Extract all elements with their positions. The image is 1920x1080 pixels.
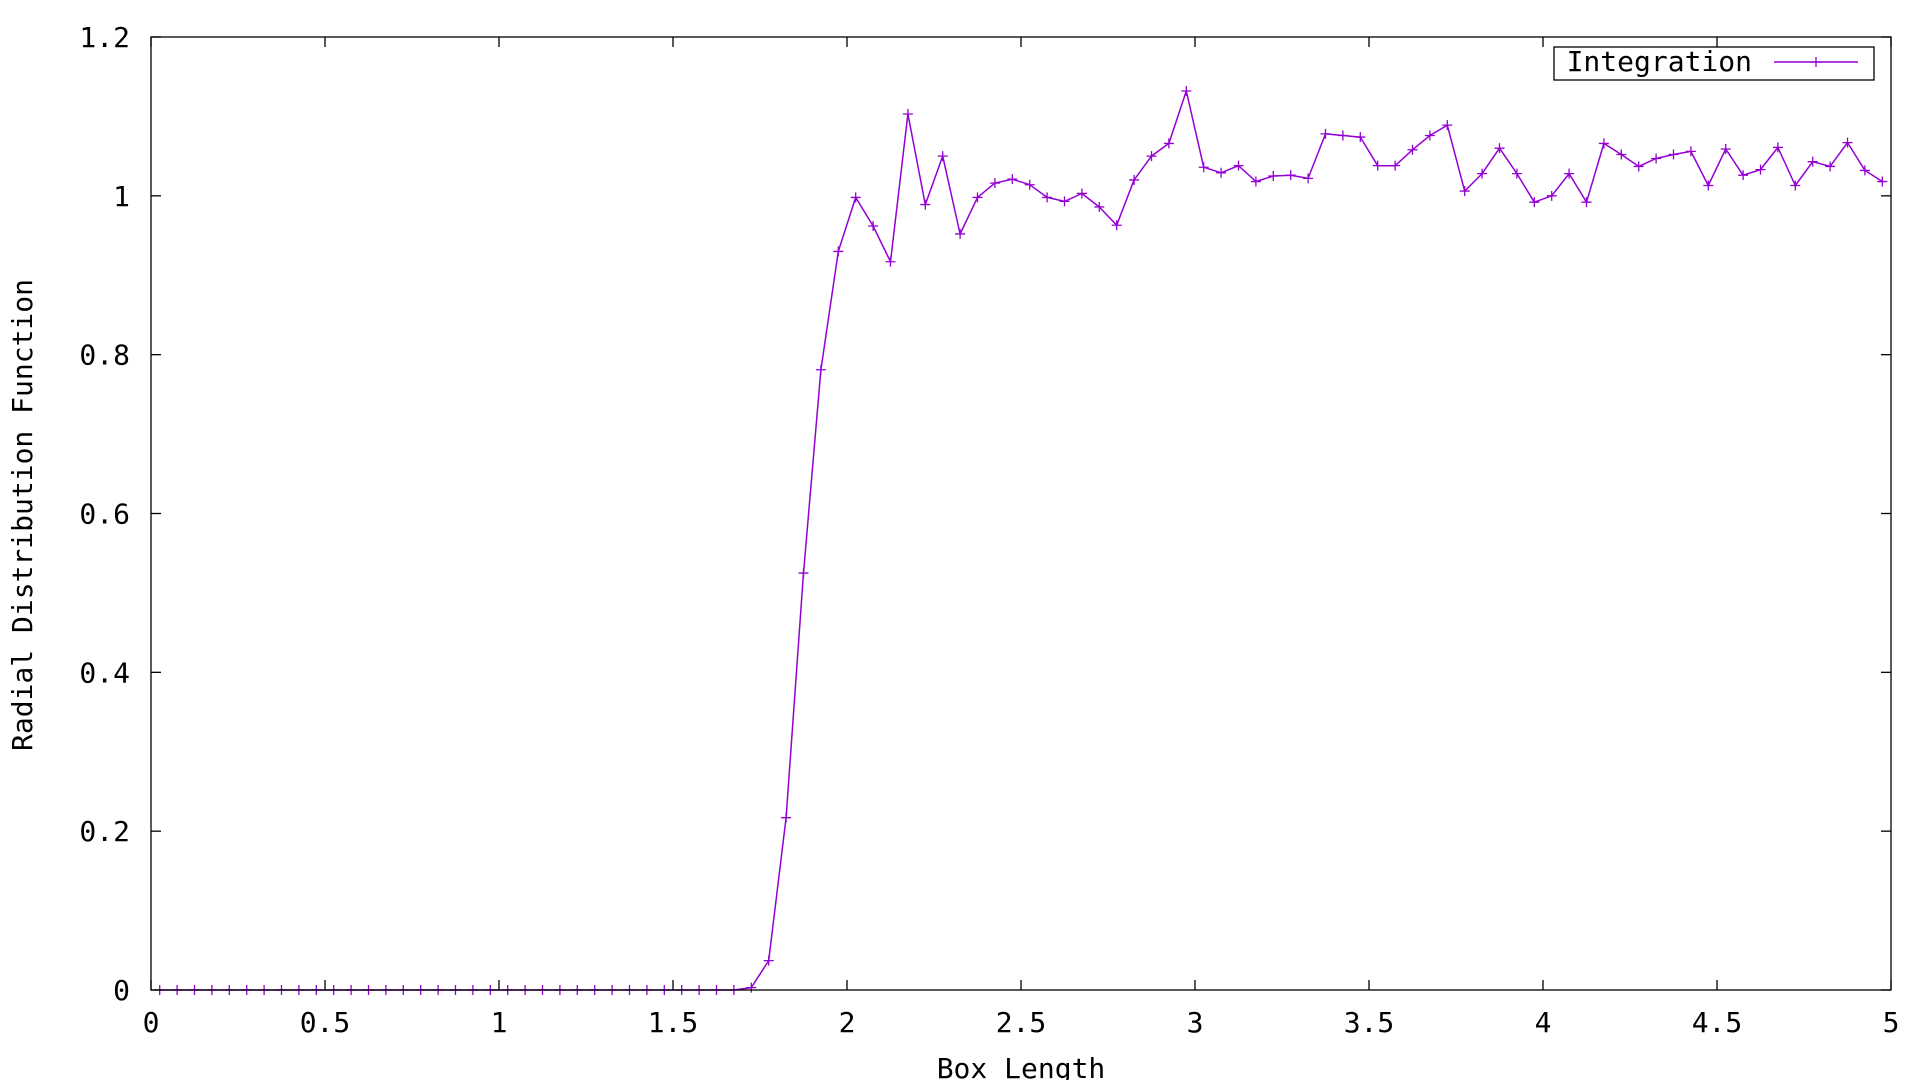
legend-box xyxy=(1553,46,1875,81)
data-point-marker xyxy=(1772,142,1783,153)
x-axis-label: Box Length xyxy=(937,1052,1106,1080)
data-point-marker xyxy=(1564,168,1575,179)
data-point-marker xyxy=(1007,174,1018,185)
data-point-marker xyxy=(1511,168,1522,179)
data-point-marker xyxy=(1355,132,1366,143)
data-point-marker xyxy=(989,178,1000,189)
data-point-marker xyxy=(1216,167,1227,178)
data-point-marker xyxy=(1581,197,1592,208)
data-point-marker xyxy=(1633,161,1644,172)
data-point-marker xyxy=(1738,170,1749,181)
data-point-marker xyxy=(1094,201,1105,212)
data-point-marker xyxy=(815,364,826,375)
data-point-marker xyxy=(1407,144,1418,155)
data-point-marker xyxy=(833,246,844,257)
y-tick-label: 0.6 xyxy=(79,498,130,531)
x-tick-label: 2.5 xyxy=(996,1006,1047,1039)
data-point-marker xyxy=(920,199,931,210)
data-point-marker xyxy=(1494,143,1505,154)
y-tick-label: 1.2 xyxy=(79,21,130,54)
data-point-marker xyxy=(868,221,879,232)
x-tick-label: 5 xyxy=(1883,1006,1900,1039)
data-point-marker xyxy=(1372,160,1383,171)
data-point-marker xyxy=(1755,164,1766,175)
y-tick-label: 0.4 xyxy=(79,656,130,689)
x-tick-label: 3.5 xyxy=(1344,1006,1395,1039)
data-point-marker xyxy=(763,955,774,966)
data-point-marker xyxy=(1459,186,1470,197)
data-point-marker xyxy=(1442,120,1453,131)
data-point-marker xyxy=(1268,170,1279,181)
data-point-marker xyxy=(1285,170,1296,181)
legend-label-integration: Integration xyxy=(1567,45,1752,78)
x-tick-label: 1 xyxy=(491,1006,508,1039)
x-tick-label: 0.5 xyxy=(300,1006,351,1039)
data-point-marker xyxy=(1024,179,1035,190)
y-tick-labels: 0 0.2 0.4 0.6 0.8 1 1.2 xyxy=(79,21,130,1007)
data-point-marker xyxy=(1076,188,1087,199)
data-point-marker xyxy=(1390,160,1401,171)
y-tick-label: 1 xyxy=(113,180,130,213)
data-point-marker xyxy=(1685,146,1696,157)
data-point-marker xyxy=(1859,165,1870,176)
x-tick-labels: 0 0.5 1 1.5 2 2.5 3 3.5 4 4.5 5 xyxy=(143,1006,1900,1039)
y-tick-label: 0.2 xyxy=(79,815,130,848)
data-point-marker xyxy=(1842,137,1853,148)
data-point-marker xyxy=(1320,128,1331,139)
data-point-marker xyxy=(1111,220,1122,231)
data-point-marker xyxy=(1129,174,1140,185)
data-point-marker xyxy=(1337,130,1348,141)
data-point-marker xyxy=(1790,180,1801,191)
x-tick-label: 4.5 xyxy=(1692,1006,1743,1039)
data-point-marker xyxy=(1877,176,1888,187)
data-point-marker xyxy=(1825,161,1836,172)
data-point-marker xyxy=(1546,190,1557,201)
legend-marker-integration xyxy=(1811,57,1821,67)
data-point-marker xyxy=(1059,196,1070,207)
y-tick-label: 0.8 xyxy=(79,339,130,372)
x-tick-label: 3 xyxy=(1187,1006,1204,1039)
data-point-marker xyxy=(1651,153,1662,164)
data-point-marker xyxy=(885,256,896,267)
data-point-marker xyxy=(1250,176,1261,187)
data-point-marker xyxy=(955,228,966,239)
data-point-marker xyxy=(781,812,792,823)
plot-frame xyxy=(150,36,1892,991)
data-point-marker xyxy=(1720,143,1731,154)
data-point-marker xyxy=(1181,86,1192,97)
data-point-marker xyxy=(1163,138,1174,149)
data-point-marker xyxy=(1807,156,1818,167)
data-point-marker xyxy=(798,568,809,579)
legend: Integration xyxy=(1553,45,1875,81)
data-point-marker xyxy=(1146,151,1157,162)
data-point-marker xyxy=(1668,149,1679,160)
x-tick-label: 0 xyxy=(143,1006,160,1039)
data-point-marker xyxy=(1598,138,1609,149)
x-tick-label: 4 xyxy=(1535,1006,1552,1039)
data-point-marker xyxy=(1529,197,1540,208)
data-point-marker xyxy=(1477,168,1488,179)
data-point-marker xyxy=(1198,162,1209,173)
data-point-marker xyxy=(937,151,948,162)
data-point-marker xyxy=(902,109,913,120)
data-point-marker xyxy=(1424,130,1435,141)
data-point-marker xyxy=(1042,192,1053,203)
data-point-marker xyxy=(1303,173,1314,184)
y-axis-label: Radial Distribution Function xyxy=(6,279,39,751)
x-tick-label: 2 xyxy=(839,1006,856,1039)
data-point-marker xyxy=(1616,149,1627,160)
data-point-marker xyxy=(972,192,983,203)
data-point-marker xyxy=(1703,180,1714,191)
data-point-marker xyxy=(850,192,861,203)
x-tick-label: 1.5 xyxy=(648,1006,699,1039)
data-point-marker xyxy=(746,982,757,993)
data-point-marker xyxy=(1233,160,1244,171)
y-tick-label: 0 xyxy=(113,974,130,1007)
